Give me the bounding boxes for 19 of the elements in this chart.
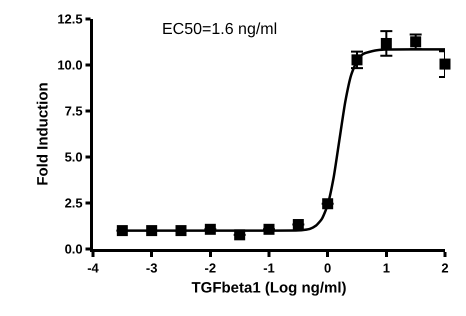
x-tick-label: -3	[146, 260, 158, 276]
point	[440, 58, 450, 70]
x-tick-label: 0	[324, 260, 332, 276]
y-tick-label: 12.5	[57, 12, 83, 27]
x-axis-title: TGFbeta1 (Log ng/ml)	[192, 279, 346, 296]
y-tick-label: 2.5	[64, 196, 83, 211]
x-tick-label: 1	[382, 260, 390, 276]
y-tick-label: 0.0	[64, 242, 83, 257]
y-axis-title: Fold Induction	[34, 82, 52, 186]
annotation: EC50=1.6 ng/ml	[162, 21, 278, 38]
point	[380, 38, 392, 49]
x-tick-label: 2	[441, 260, 449, 276]
x-tick-label: -4	[87, 260, 100, 276]
y-tick-label: 7.5	[64, 104, 83, 119]
point	[292, 219, 304, 230]
x-tick-label: -2	[204, 260, 216, 276]
y-tick-label: 5.0	[64, 150, 83, 165]
y-tick-label: 10.0	[57, 58, 83, 73]
x-tick-label: -1	[263, 260, 275, 276]
